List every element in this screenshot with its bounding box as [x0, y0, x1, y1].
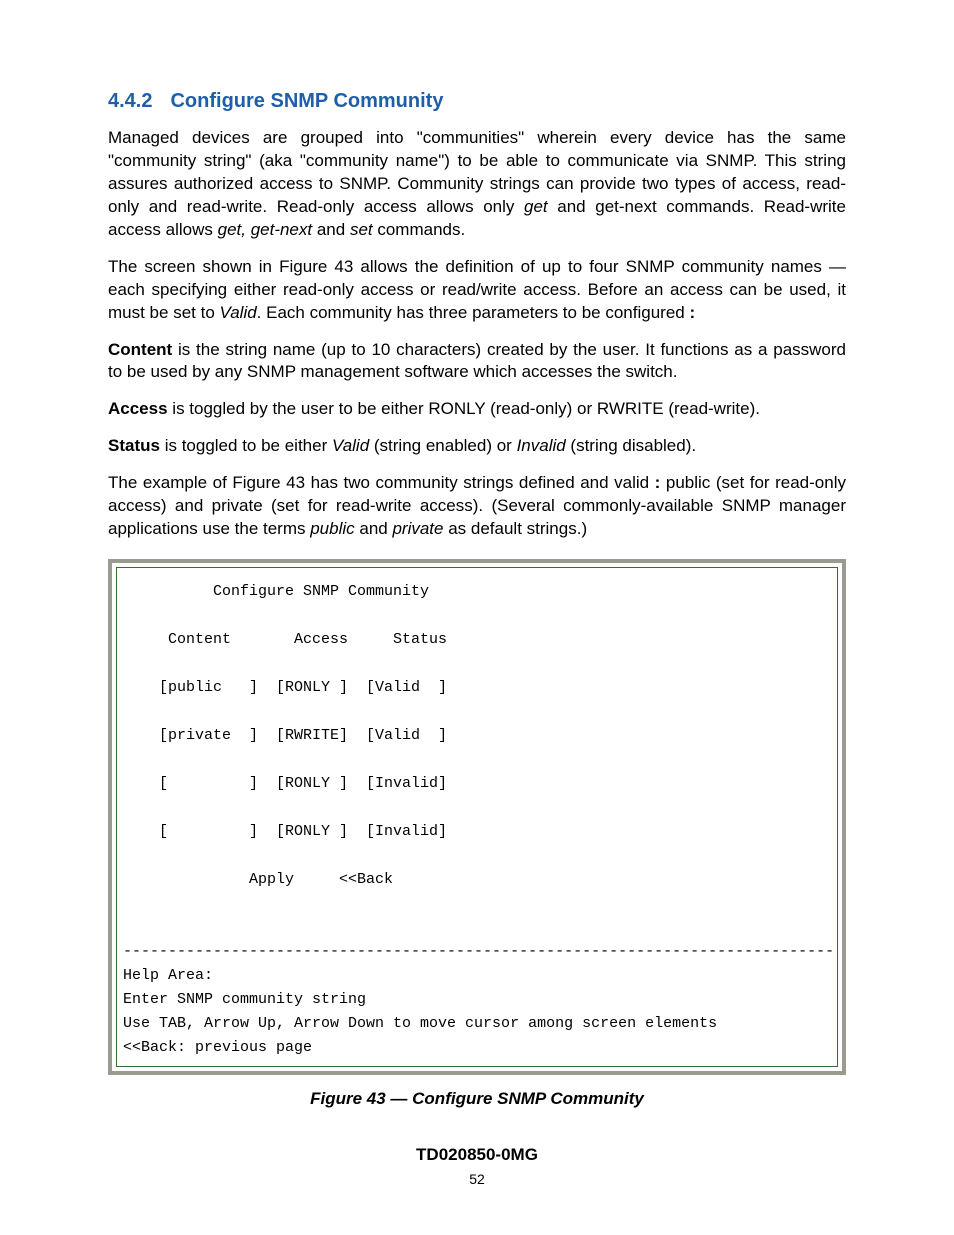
terminal-screen: Configure SNMP Community Content Access … [116, 567, 838, 1067]
text-italic: set [350, 220, 373, 239]
paragraph-2: The screen shown in Figure 43 allows the… [108, 256, 846, 325]
page: 4.4.2 Configure SNMP Community Managed de… [0, 0, 954, 1235]
page-footer: TD020850-0MG 52 [0, 1145, 954, 1187]
text: . Each community has three parameters to… [257, 303, 690, 322]
text-italic: get, get-next [218, 220, 313, 239]
paragraph-status: Status is toggled to be either Valid (st… [108, 435, 846, 458]
text: and [312, 220, 350, 239]
section-title: Configure SNMP Community [170, 90, 443, 112]
text: is toggled to be either [160, 436, 332, 455]
label-content: Content [108, 340, 172, 359]
text: (string enabled) or [369, 436, 516, 455]
text: is toggled by the user to be either RONL… [168, 399, 760, 418]
paragraph-content: Content is the string name (up to 10 cha… [108, 339, 846, 385]
text-italic: public [310, 519, 354, 538]
terminal-frame: Configure SNMP Community Content Access … [108, 559, 846, 1075]
text: The example of Figure 43 has two communi… [108, 473, 655, 492]
text: and [355, 519, 393, 538]
text-italic: Invalid [517, 436, 566, 455]
text-italic: Valid [332, 436, 369, 455]
text-italic: get [524, 197, 548, 216]
page-number: 52 [0, 1171, 954, 1187]
figure-caption: Figure 43 — Configure SNMP Community [108, 1089, 846, 1109]
section-number: 4.4.2 [108, 90, 152, 112]
section-heading: 4.4.2 Configure SNMP Community [108, 90, 846, 113]
paragraph-access: Access is toggled by the user to be eith… [108, 398, 846, 421]
text: as default strings.) [443, 519, 587, 538]
label-access: Access [108, 399, 168, 418]
text-italic: Valid [220, 303, 257, 322]
text: (string disabled). [566, 436, 696, 455]
text-italic: private [392, 519, 443, 538]
paragraph-example: The example of Figure 43 has two communi… [108, 472, 846, 541]
text: commands. [373, 220, 466, 239]
document-id: TD020850-0MG [0, 1145, 954, 1165]
text: is the string name (up to 10 characters)… [108, 340, 846, 382]
label-status: Status [108, 436, 160, 455]
paragraph-1: Managed devices are grouped into "commun… [108, 127, 846, 242]
text-bold: : [689, 303, 695, 322]
